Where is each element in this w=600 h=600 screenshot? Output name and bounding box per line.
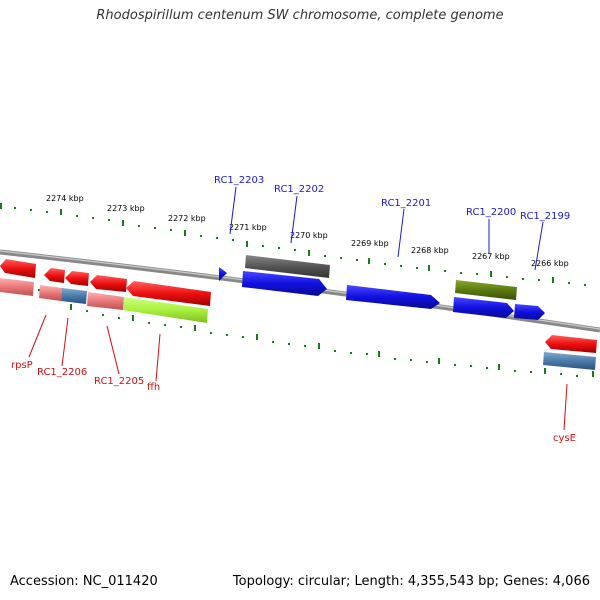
kbp-label: 2274 kbp (46, 194, 84, 203)
gene-feature[interactable] (0, 278, 34, 296)
gene-feature[interactable] (543, 352, 596, 370)
bottom-tick-scale (6, 283, 594, 377)
gene-feature[interactable] (65, 271, 89, 286)
gene-feature[interactable] (61, 288, 87, 304)
kbp-label: 2270 kbp (290, 231, 328, 240)
gene-feature[interactable] (90, 275, 127, 292)
gene-label[interactable]: RC1_2205 (94, 376, 144, 387)
gene-feature[interactable] (545, 335, 597, 353)
kbp-label: 2269 kbp (351, 239, 389, 248)
gene-label[interactable]: RC1_2199 (520, 211, 570, 222)
kbp-label: 2271 kbp (229, 223, 267, 232)
gene-label[interactable]: RC1_2200 (466, 207, 516, 218)
gene-feature[interactable] (123, 297, 208, 323)
gene-label[interactable]: rpsP (11, 360, 33, 371)
gene-feature[interactable] (87, 292, 124, 310)
gene-feature[interactable] (39, 285, 62, 301)
gene-label[interactable]: cysE (553, 433, 576, 444)
gene-feature[interactable] (453, 297, 514, 318)
gene-label[interactable]: RC1_2202 (274, 184, 324, 195)
top-tick-scale (0, 203, 586, 286)
gene-feature[interactable] (514, 304, 545, 320)
gene-label[interactable]: RC1_2206 (37, 367, 87, 378)
gene-feature[interactable] (455, 280, 517, 300)
gene-feature[interactable] (126, 281, 211, 306)
gene-feature[interactable] (346, 285, 440, 309)
gene-feature[interactable] (0, 259, 36, 278)
map-title: Rhodospirillum centenum SW chromosome, c… (96, 8, 504, 23)
gene-label[interactable]: ffh (147, 382, 160, 393)
topology-text: Topology: circular; Length: 4,355,543 bp… (232, 574, 590, 589)
kbp-label: 2268 kbp (411, 246, 449, 255)
gene-feature[interactable] (245, 255, 330, 278)
gene-feature[interactable] (44, 268, 65, 283)
kbp-label: 2266 kbp (531, 259, 569, 268)
gene-feature[interactable] (219, 267, 227, 281)
kbp-label: 2267 kbp (472, 252, 510, 261)
accession-text: Accession: NC_011420 (10, 574, 158, 589)
kbp-label: 2273 kbp (107, 204, 145, 213)
gene-label[interactable]: RC1_2203 (214, 175, 264, 186)
gene-label[interactable]: RC1_2201 (381, 198, 431, 209)
kbp-label: 2272 kbp (168, 214, 206, 223)
gene-feature[interactable] (242, 271, 327, 296)
